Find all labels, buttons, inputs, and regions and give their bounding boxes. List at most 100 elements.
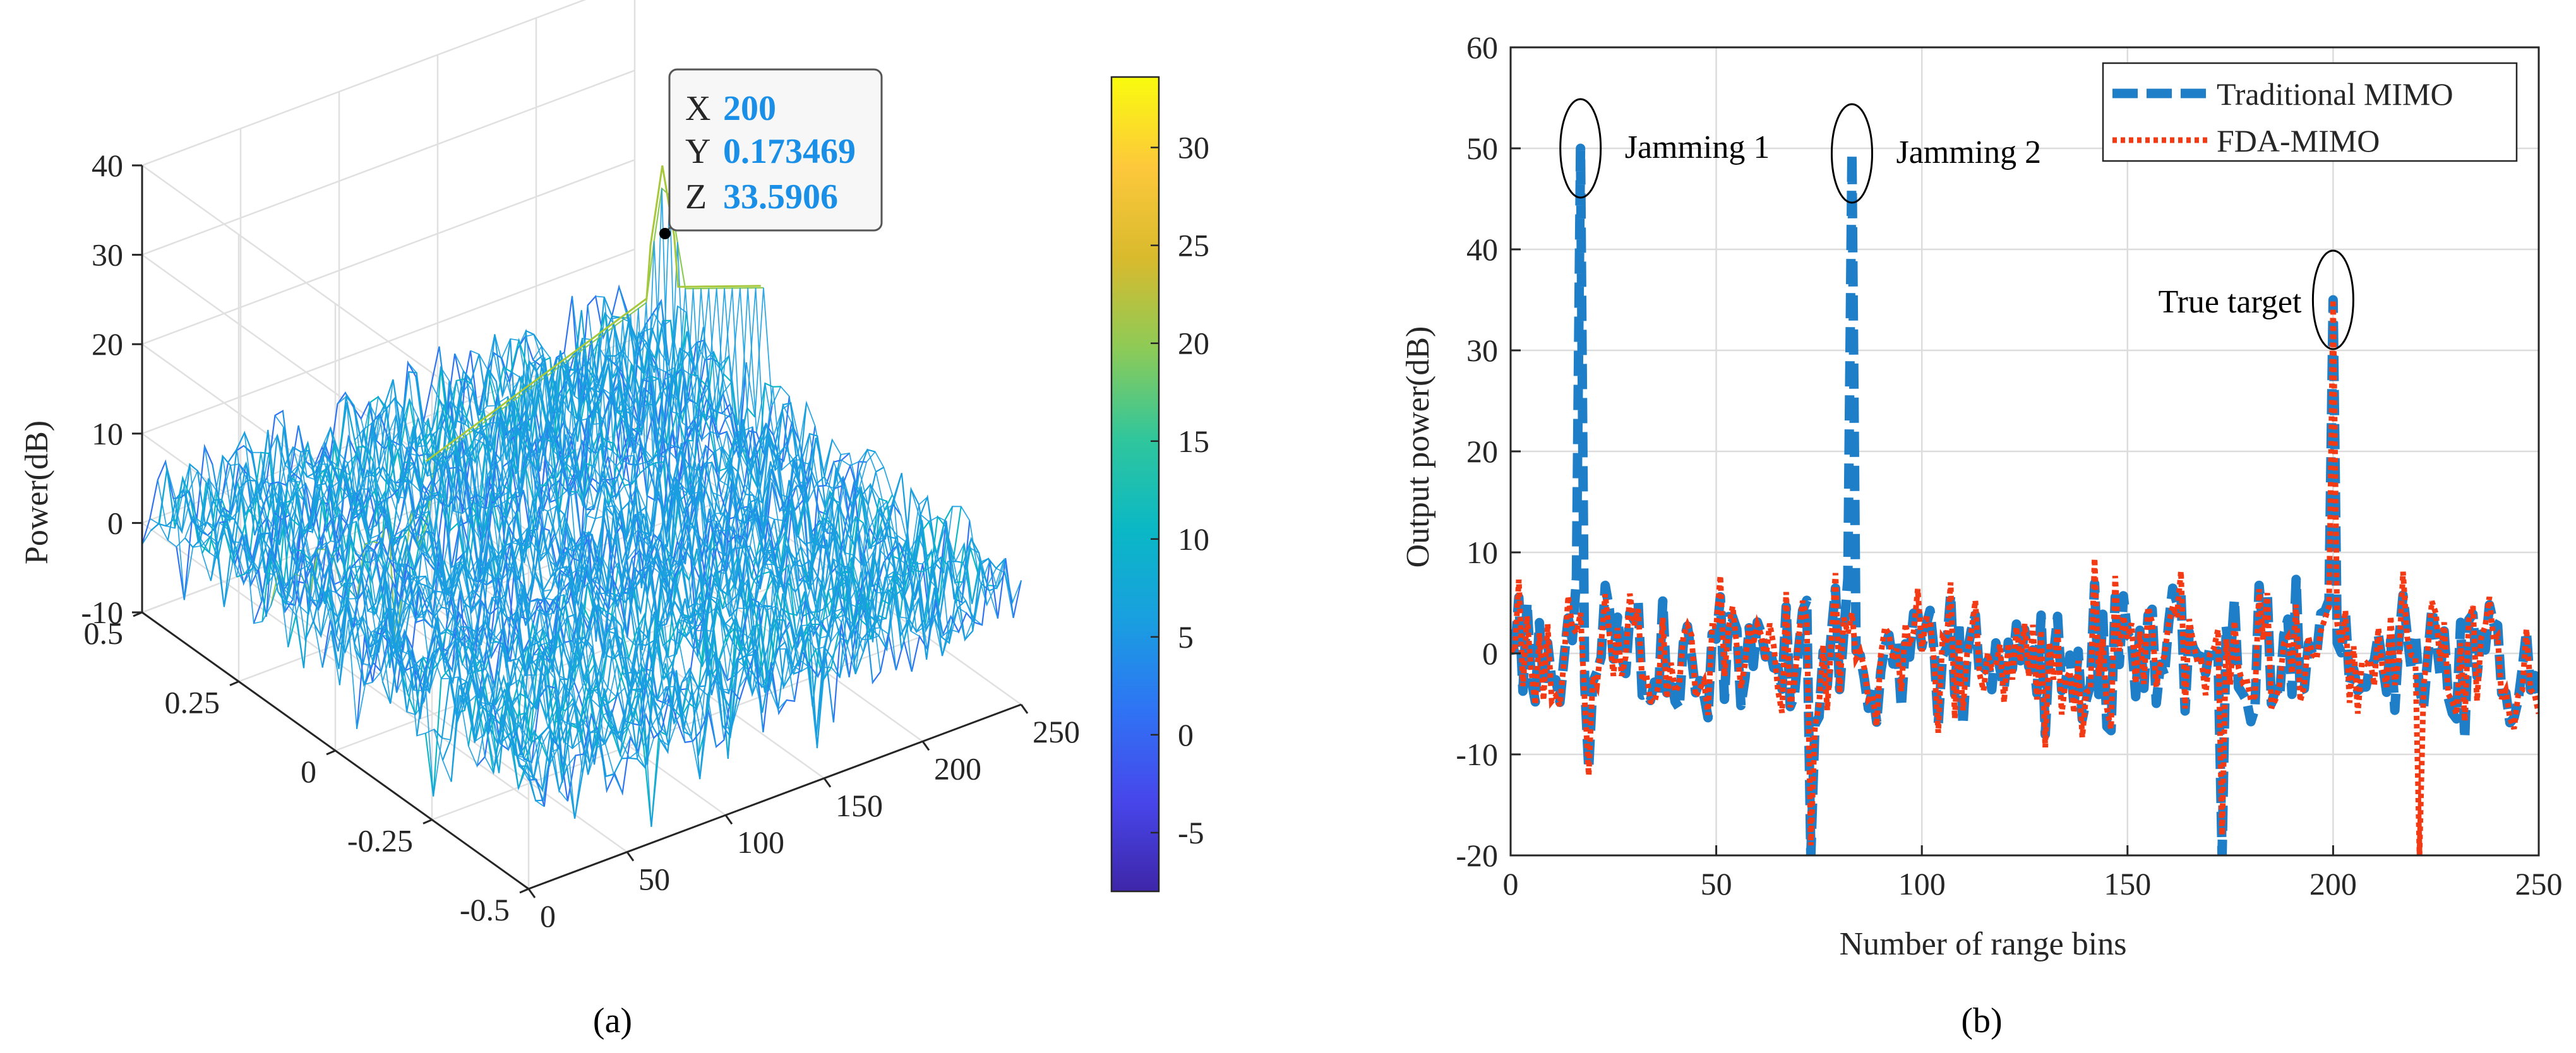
y-tick-label: -10 bbox=[1456, 737, 1498, 772]
surface-mesh-column bbox=[509, 308, 897, 670]
back-wall-grid-line bbox=[141, 0, 587, 167]
colorbar-ticks: -5 0 5 10 15 20 25 30 bbox=[1151, 130, 1209, 850]
z-tick-label: 20 bbox=[92, 326, 123, 362]
x-tick-label: 200 bbox=[2309, 866, 2357, 901]
surface-mesh-row bbox=[433, 486, 928, 740]
annotation-label: Jamming 2 bbox=[1896, 134, 2041, 170]
datatip-marker[interactable] bbox=[659, 228, 671, 239]
x-tick-label: 150 bbox=[836, 788, 883, 823]
datatip-y-label: Y bbox=[685, 132, 710, 171]
colorbar-gradient bbox=[1110, 76, 1160, 893]
x-axis-label: Number of range bins bbox=[1840, 926, 2127, 962]
x-tick-mark bbox=[724, 814, 733, 825]
line-plot-series bbox=[1511, 143, 2539, 855]
x-tick-label: 200 bbox=[934, 751, 981, 786]
surface-mesh-column bbox=[587, 288, 975, 623]
side-wall-grid-line bbox=[141, 432, 529, 711]
z-tick-label: 0 bbox=[107, 505, 123, 540]
datatip-x-value: 200 bbox=[723, 89, 776, 128]
line-plot-annotations: Jamming 1 Jamming 2 True target bbox=[1559, 98, 2354, 350]
y-tick-label-mark bbox=[229, 681, 239, 686]
caption-a: (a) bbox=[593, 1001, 632, 1040]
line-plot-tick-labels: 0 50 100 150 200 250 -20 -10 0 10 20 30 40 50 60 bbox=[1456, 30, 2562, 901]
colorbar-tick-label: 30 bbox=[1178, 130, 1209, 165]
surface-mesh-column bbox=[611, 288, 998, 619]
colorbar-tick-label: 0 bbox=[1178, 717, 1194, 753]
y-tick-label: 60 bbox=[1466, 30, 1498, 65]
colorbar-tick-label: 5 bbox=[1178, 619, 1194, 655]
series-traditional-mimo[interactable] bbox=[1511, 143, 2539, 855]
z-tick-label: 30 bbox=[92, 237, 123, 273]
y-tick-label-mark bbox=[519, 888, 529, 894]
series-fda-mimo[interactable] bbox=[1511, 299, 2539, 855]
surface-ridge-line bbox=[425, 165, 761, 462]
surface-mesh-column bbox=[204, 446, 592, 774]
x-tick-label: 50 bbox=[638, 862, 670, 897]
side-wall-grid-line bbox=[141, 343, 529, 622]
x-tick-label: 0 bbox=[1503, 866, 1519, 901]
x-tick-mark bbox=[823, 777, 832, 788]
surface-mesh-column bbox=[337, 395, 725, 756]
surface-mesh[interactable] bbox=[141, 165, 1022, 827]
y-tick-label: 30 bbox=[1466, 333, 1498, 368]
legend-box bbox=[2102, 62, 2518, 162]
surface-mesh-column bbox=[602, 288, 991, 631]
annotation-ellipse bbox=[2311, 249, 2354, 350]
panel-a-surface-plot: 050100150200250-0.5-0.2500.250.5-1001020… bbox=[19, 0, 1209, 1040]
surface-mesh-row bbox=[338, 439, 833, 686]
x-tick-label: 100 bbox=[1898, 866, 1946, 901]
datatip-x-label: X bbox=[685, 89, 710, 128]
datatip-box bbox=[668, 68, 883, 232]
surface-mesh-column bbox=[251, 433, 638, 759]
x-tick-mark bbox=[626, 851, 635, 862]
surface-mesh-column bbox=[329, 402, 717, 765]
colorbar-tick-label: 15 bbox=[1178, 424, 1209, 459]
y-tick-label: 40 bbox=[1466, 232, 1498, 267]
y-tick-label: -0.25 bbox=[347, 823, 413, 859]
z-axis-label: Power(dB) bbox=[19, 420, 55, 564]
colorbar: -5 0 5 10 15 20 25 30 bbox=[1110, 76, 1209, 893]
caption-b: (b) bbox=[1961, 1001, 2002, 1040]
y-tick-label: -0.5 bbox=[460, 892, 510, 927]
y-tick-label: 0 bbox=[1482, 636, 1498, 671]
y-tick-label: 0.5 bbox=[84, 616, 124, 651]
annotation-ellipse bbox=[1830, 103, 1873, 204]
x-tick-label: 0 bbox=[540, 898, 556, 934]
x-axis-line bbox=[528, 703, 1022, 890]
y-tick-label: -20 bbox=[1456, 838, 1498, 873]
surface-mesh-column bbox=[563, 289, 952, 657]
surface-mesh-column bbox=[212, 464, 599, 742]
surface-mesh-column bbox=[446, 354, 834, 736]
surface-mesh-column bbox=[399, 371, 788, 711]
y-axis-label: Output power(dB) bbox=[1400, 326, 1436, 568]
z-tick-label: 40 bbox=[92, 148, 123, 183]
x-tick-mark bbox=[921, 741, 930, 751]
x-tick-mark bbox=[1020, 704, 1029, 714]
x-tick-label: 50 bbox=[1701, 866, 1732, 901]
line-plot-frame bbox=[1509, 46, 2540, 857]
surface-tick-labels: 0 50 100 150 200 250 -0.5 -0.25 0 0.25 0.5-10 0 10 20… bbox=[81, 148, 1080, 934]
surface-mesh-column bbox=[227, 447, 615, 777]
datatip[interactable]: X 200 Y 0.173469 Z 33.5906 bbox=[659, 68, 883, 239]
surface-mesh-column bbox=[407, 362, 795, 701]
legend[interactable]: Traditional MIMO FDA-MIMO bbox=[2102, 62, 2518, 162]
annotation-label: Jamming 1 bbox=[1625, 129, 1770, 165]
x-tick-label: 250 bbox=[2515, 866, 2563, 901]
back-wall-grid-line bbox=[141, 69, 635, 256]
y-tick-label: 50 bbox=[1466, 131, 1498, 166]
colorbar-tick-label: 20 bbox=[1178, 326, 1209, 361]
surface-mesh-column bbox=[313, 436, 702, 732]
surface-mesh-column bbox=[141, 513, 529, 782]
legend-label-traditional-mimo: Traditional MIMO bbox=[2217, 76, 2453, 112]
z-tick-label: 10 bbox=[92, 416, 123, 451]
colorbar-tick-label: 10 bbox=[1178, 521, 1209, 557]
y-tick-label-mark bbox=[422, 819, 433, 824]
colorbar-tick-label: 25 bbox=[1178, 228, 1209, 263]
panel-b-line-plot: 0 50 100 150 200 250 -20 -10 0 10 20 30 40 50 60 Jammi… bbox=[1400, 30, 2563, 1040]
surface-mesh-column bbox=[297, 425, 686, 753]
y-tick-label: 0 bbox=[301, 754, 316, 789]
y-tick-label: 0.25 bbox=[165, 685, 220, 720]
surface-mesh-column bbox=[165, 461, 553, 803]
datatip-z-label: Z bbox=[685, 177, 707, 217]
